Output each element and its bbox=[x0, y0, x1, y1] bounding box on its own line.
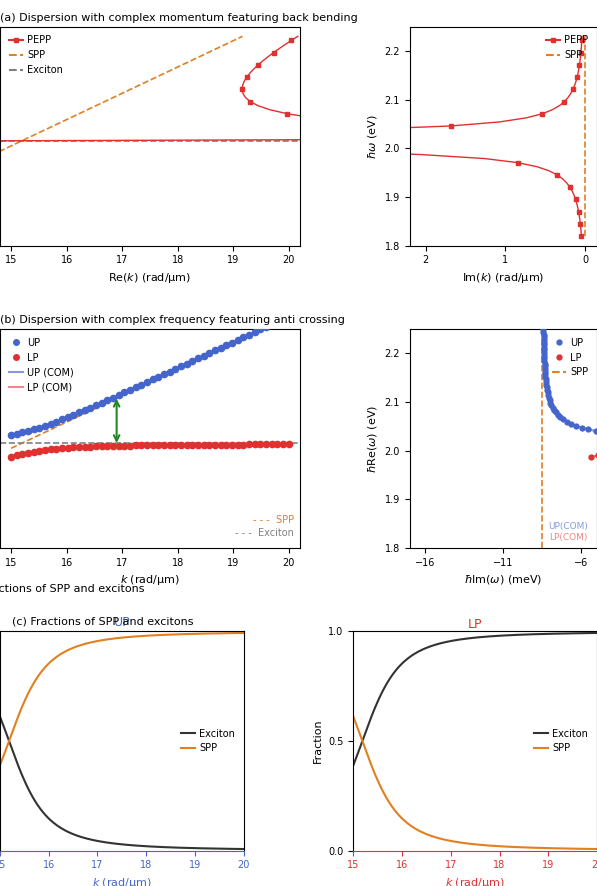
X-axis label: $k$ (rad/μm): $k$ (rad/μm) bbox=[120, 573, 180, 587]
Legend: Exciton, SPP: Exciton, SPP bbox=[177, 725, 239, 758]
Legend: UP, LP, UP (COM), LP (COM): UP, LP, UP (COM), LP (COM) bbox=[5, 334, 78, 396]
Y-axis label: Fraction: Fraction bbox=[313, 719, 322, 764]
Legend: PEPP, SPP, Exciton: PEPP, SPP, Exciton bbox=[5, 31, 67, 79]
Text: (c) Fractions of SPP and excitons: (c) Fractions of SPP and excitons bbox=[12, 617, 193, 627]
Text: LP(COM): LP(COM) bbox=[549, 532, 587, 541]
Text: UP(COM): UP(COM) bbox=[548, 522, 587, 531]
Text: (c) Fractions of SPP and excitons: (c) Fractions of SPP and excitons bbox=[0, 584, 145, 594]
Text: - - -  SPP: - - - SPP bbox=[253, 515, 294, 525]
X-axis label: $k$ (rad/μm): $k$ (rad/μm) bbox=[92, 876, 152, 886]
X-axis label: $k$ (rad/μm): $k$ (rad/μm) bbox=[445, 876, 505, 886]
X-axis label: Im($k$) (rad/μm): Im($k$) (rad/μm) bbox=[462, 271, 544, 285]
Title: UP: UP bbox=[113, 616, 130, 629]
Text: (a) Dispersion with complex momentum featuring back bending: (a) Dispersion with complex momentum fea… bbox=[0, 13, 358, 23]
Text: - - -  Exciton: - - - Exciton bbox=[235, 528, 294, 538]
Y-axis label: $\hbar$Re($\omega$) (eV): $\hbar$Re($\omega$) (eV) bbox=[366, 405, 378, 472]
Legend: PEPP, SPP: PEPP, SPP bbox=[541, 31, 592, 64]
Text: (b) Dispersion with complex frequency featuring anti crossing: (b) Dispersion with complex frequency fe… bbox=[0, 315, 345, 325]
Legend: UP, LP, SPP: UP, LP, SPP bbox=[548, 334, 592, 381]
X-axis label: Re($k$) (rad/μm): Re($k$) (rad/μm) bbox=[109, 271, 192, 285]
X-axis label: $\hbar$Im($\omega$) (meV): $\hbar$Im($\omega$) (meV) bbox=[464, 573, 542, 587]
Title: LP: LP bbox=[468, 618, 482, 632]
Y-axis label: $\hbar\omega$ (eV): $\hbar\omega$ (eV) bbox=[366, 113, 378, 159]
Legend: Exciton, SPP: Exciton, SPP bbox=[530, 725, 592, 758]
